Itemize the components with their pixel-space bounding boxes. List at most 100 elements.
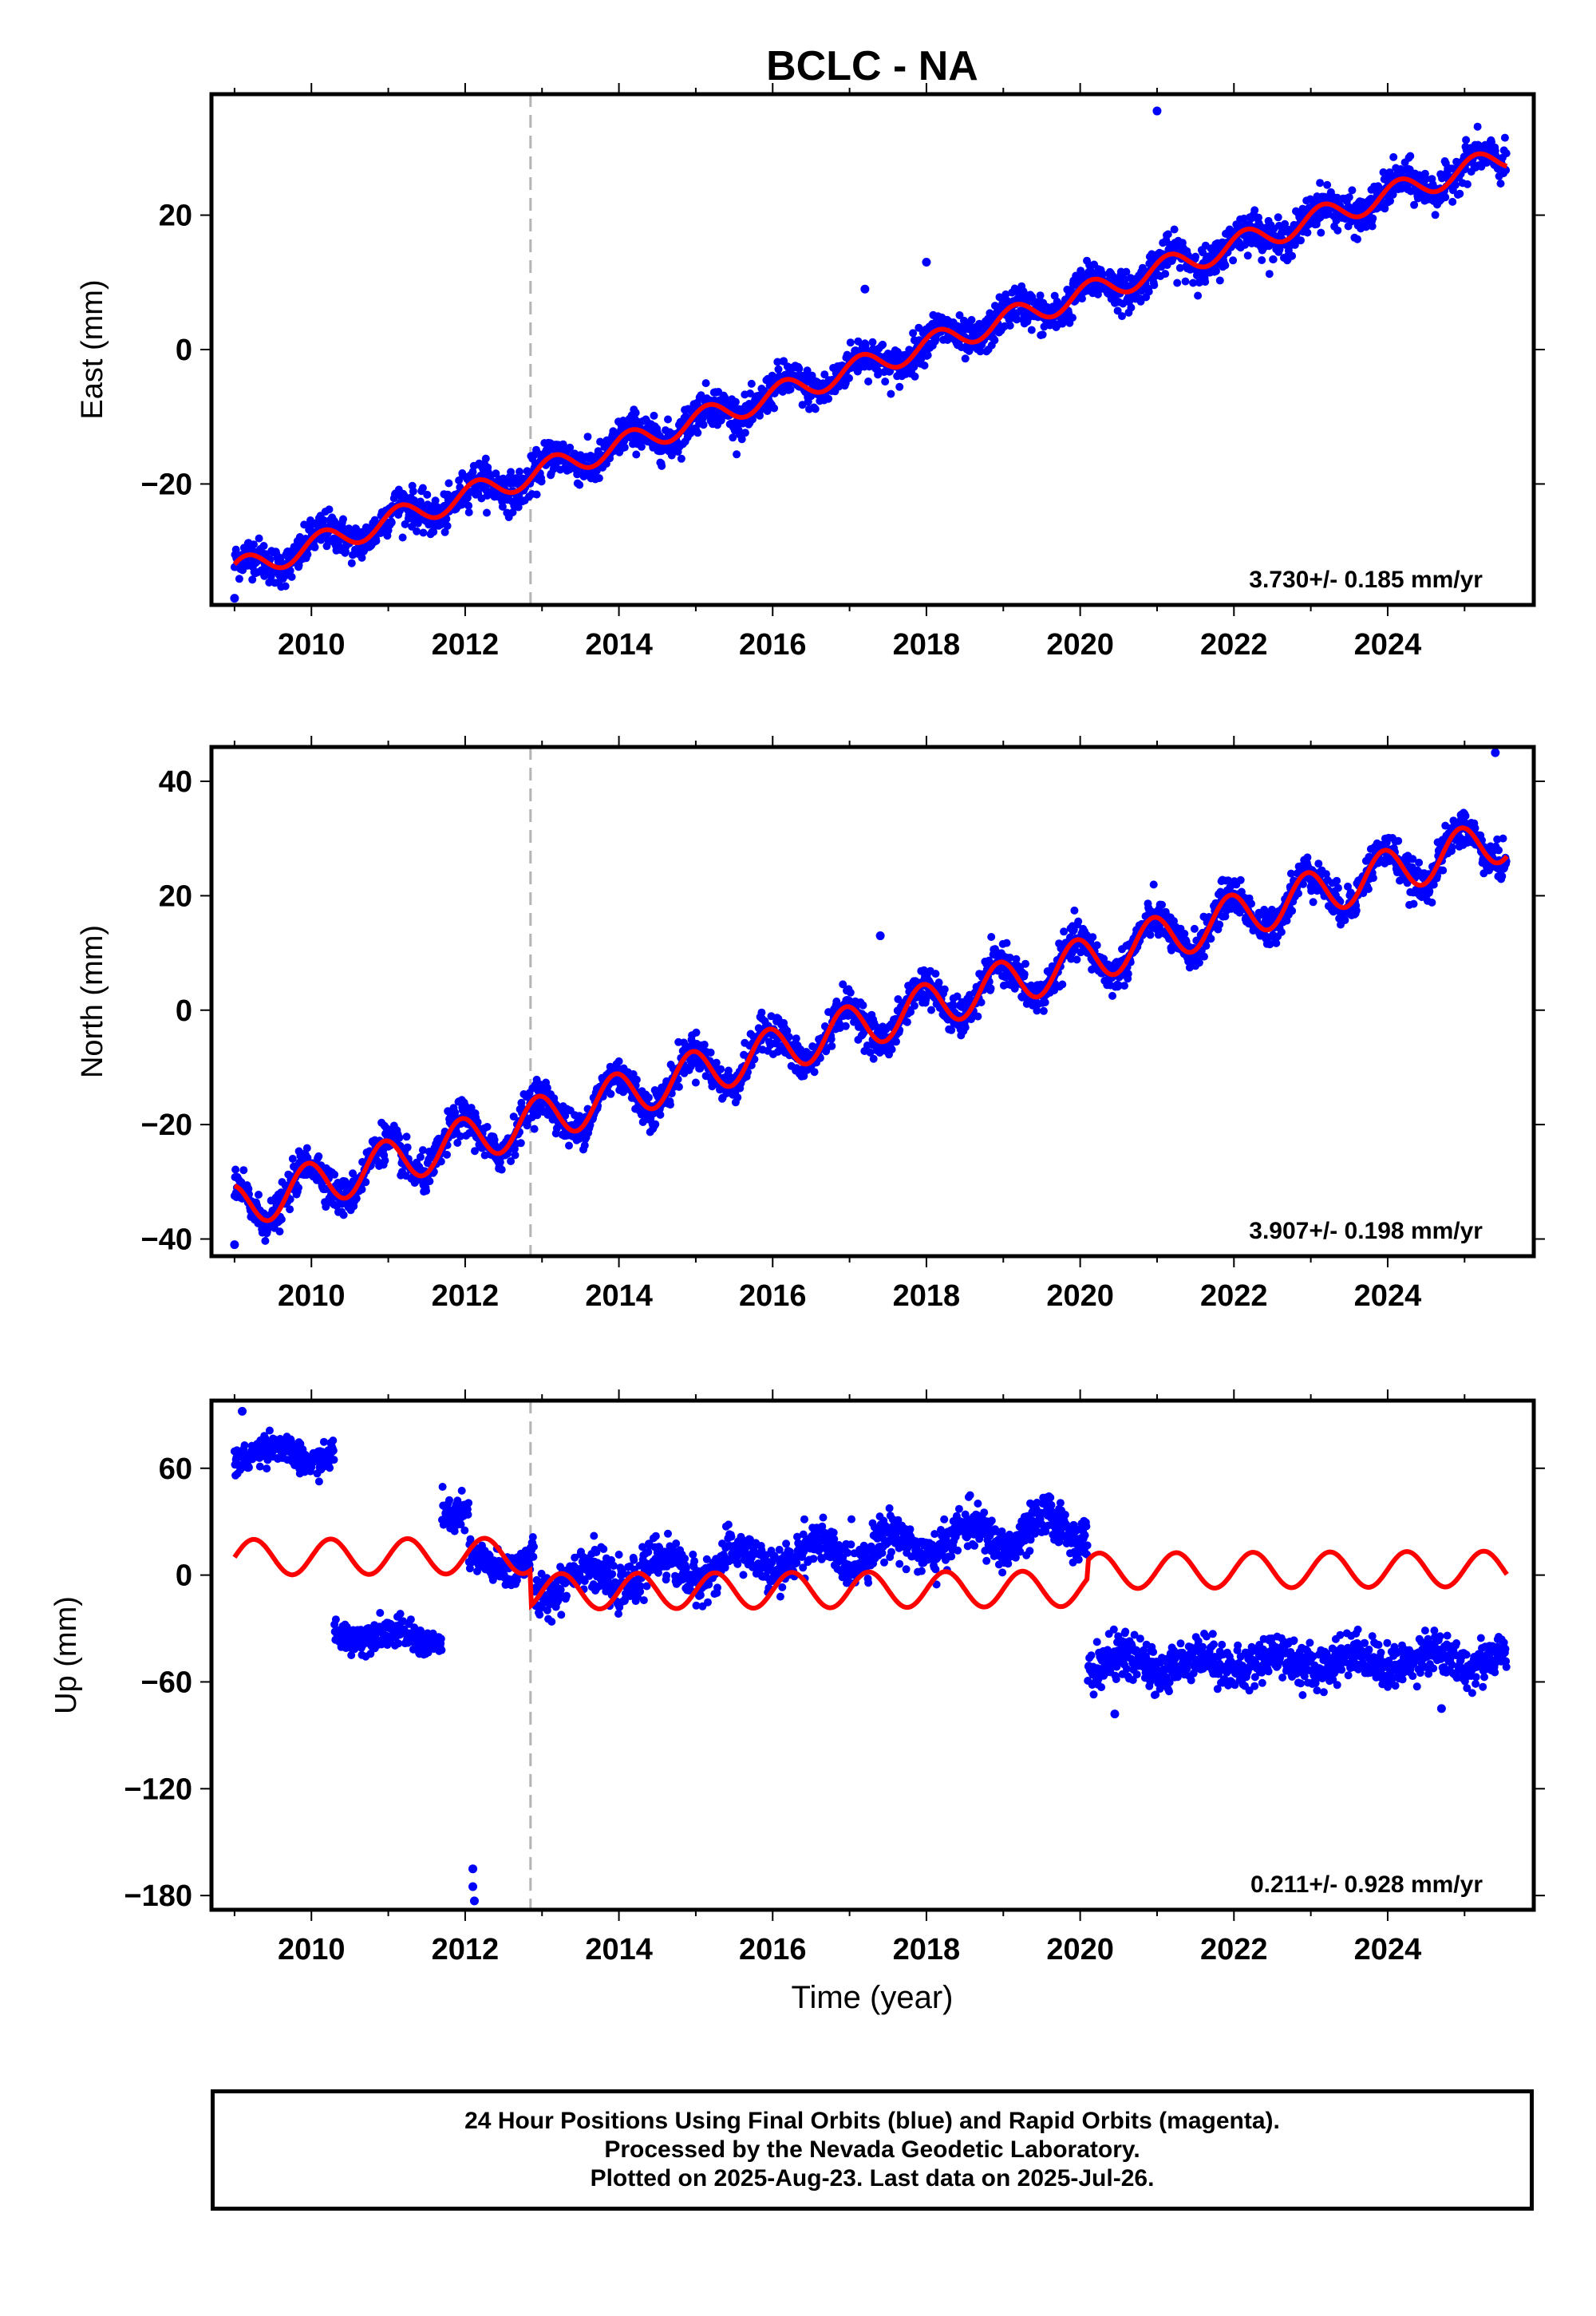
east-point xyxy=(1422,175,1431,184)
north-point xyxy=(934,978,943,987)
north-point xyxy=(686,1062,695,1071)
north-point xyxy=(666,1101,674,1109)
east-point xyxy=(1303,228,1312,237)
east-point xyxy=(1462,136,1471,144)
east-point xyxy=(1001,290,1010,298)
north-point xyxy=(1058,980,1067,989)
east-point xyxy=(1173,279,1182,287)
north-point xyxy=(403,1143,412,1152)
east-point xyxy=(423,490,432,499)
east-point xyxy=(887,389,895,398)
north-point xyxy=(717,1065,725,1073)
east-point xyxy=(575,480,584,489)
east-point xyxy=(820,370,829,379)
north-point xyxy=(302,1144,311,1152)
east-point xyxy=(419,528,428,537)
east-point xyxy=(1229,256,1238,265)
north-point xyxy=(255,1191,263,1199)
north-point xyxy=(903,1018,911,1026)
north-point xyxy=(828,1041,836,1050)
east-point xyxy=(911,372,919,381)
north-point xyxy=(1247,899,1255,908)
north-point xyxy=(987,933,996,941)
north-point xyxy=(656,1110,665,1119)
east-point xyxy=(287,572,296,581)
east-point xyxy=(677,454,685,463)
east-point xyxy=(464,508,473,516)
east-point xyxy=(1191,252,1200,261)
east-point xyxy=(731,397,740,406)
north-point xyxy=(509,1113,518,1121)
east-point xyxy=(1502,166,1511,175)
north-point xyxy=(511,1151,519,1160)
north-point xyxy=(275,1227,284,1236)
north-point xyxy=(451,1109,460,1117)
north-point xyxy=(1309,898,1317,907)
north-point xyxy=(497,1165,506,1174)
north-point xyxy=(887,1045,896,1053)
north-point xyxy=(918,990,926,998)
east-point xyxy=(1098,270,1107,279)
north-point xyxy=(792,1034,800,1043)
east-point xyxy=(976,347,985,356)
north-point xyxy=(632,1075,641,1084)
east-y-axis-label: East (mm) xyxy=(76,279,109,419)
east-x-tick-label: 2016 xyxy=(739,628,807,662)
east-x-tick-label: 2022 xyxy=(1200,628,1268,662)
east-point xyxy=(413,527,421,536)
east-point xyxy=(861,342,870,350)
north-point xyxy=(352,1194,361,1203)
east-point xyxy=(874,370,883,379)
north-point xyxy=(231,1165,240,1174)
north-point xyxy=(453,1139,462,1147)
north-point xyxy=(839,980,847,989)
north-point xyxy=(724,1066,733,1075)
east-point xyxy=(1201,278,1210,287)
chart-title: BCLC - NA xyxy=(766,43,978,89)
east-point xyxy=(1297,236,1305,245)
east-point xyxy=(864,377,873,385)
north-point xyxy=(841,1022,850,1030)
north-point xyxy=(422,1187,431,1196)
east-point xyxy=(667,451,676,460)
north-point xyxy=(1272,939,1281,947)
north-point xyxy=(339,1211,348,1219)
east-point xyxy=(464,501,473,510)
east-point xyxy=(1345,193,1353,202)
east-point xyxy=(1431,211,1440,219)
east-outlier-point xyxy=(860,284,870,294)
north-point xyxy=(416,1152,425,1161)
east-point xyxy=(879,340,887,349)
east-point xyxy=(481,454,490,463)
east-point xyxy=(1144,287,1153,296)
east-point xyxy=(358,553,366,562)
north-point xyxy=(1303,853,1312,862)
east-point xyxy=(498,502,507,511)
east-point xyxy=(895,382,904,391)
east-point xyxy=(1500,133,1509,142)
east-point xyxy=(1181,277,1190,286)
north-point xyxy=(358,1185,366,1194)
north-point xyxy=(953,992,962,1001)
north-point xyxy=(910,1002,918,1010)
east-point xyxy=(1163,230,1172,239)
east-outlier-point xyxy=(922,258,931,267)
north-point xyxy=(1277,927,1286,936)
north-point xyxy=(1070,906,1079,915)
east-point xyxy=(1113,306,1122,315)
east-point xyxy=(729,433,737,442)
east-point xyxy=(401,520,409,528)
north-point xyxy=(443,1150,451,1159)
east-point xyxy=(658,461,666,470)
east-point xyxy=(824,394,833,403)
north-point xyxy=(644,1093,653,1102)
east-point xyxy=(1496,180,1505,188)
north-point xyxy=(361,1178,370,1187)
north-point xyxy=(1002,939,1011,947)
north-point xyxy=(322,1203,330,1211)
north-point xyxy=(1039,1006,1048,1015)
east-point xyxy=(532,490,541,499)
north-point xyxy=(614,1057,623,1065)
east-point xyxy=(537,477,546,486)
